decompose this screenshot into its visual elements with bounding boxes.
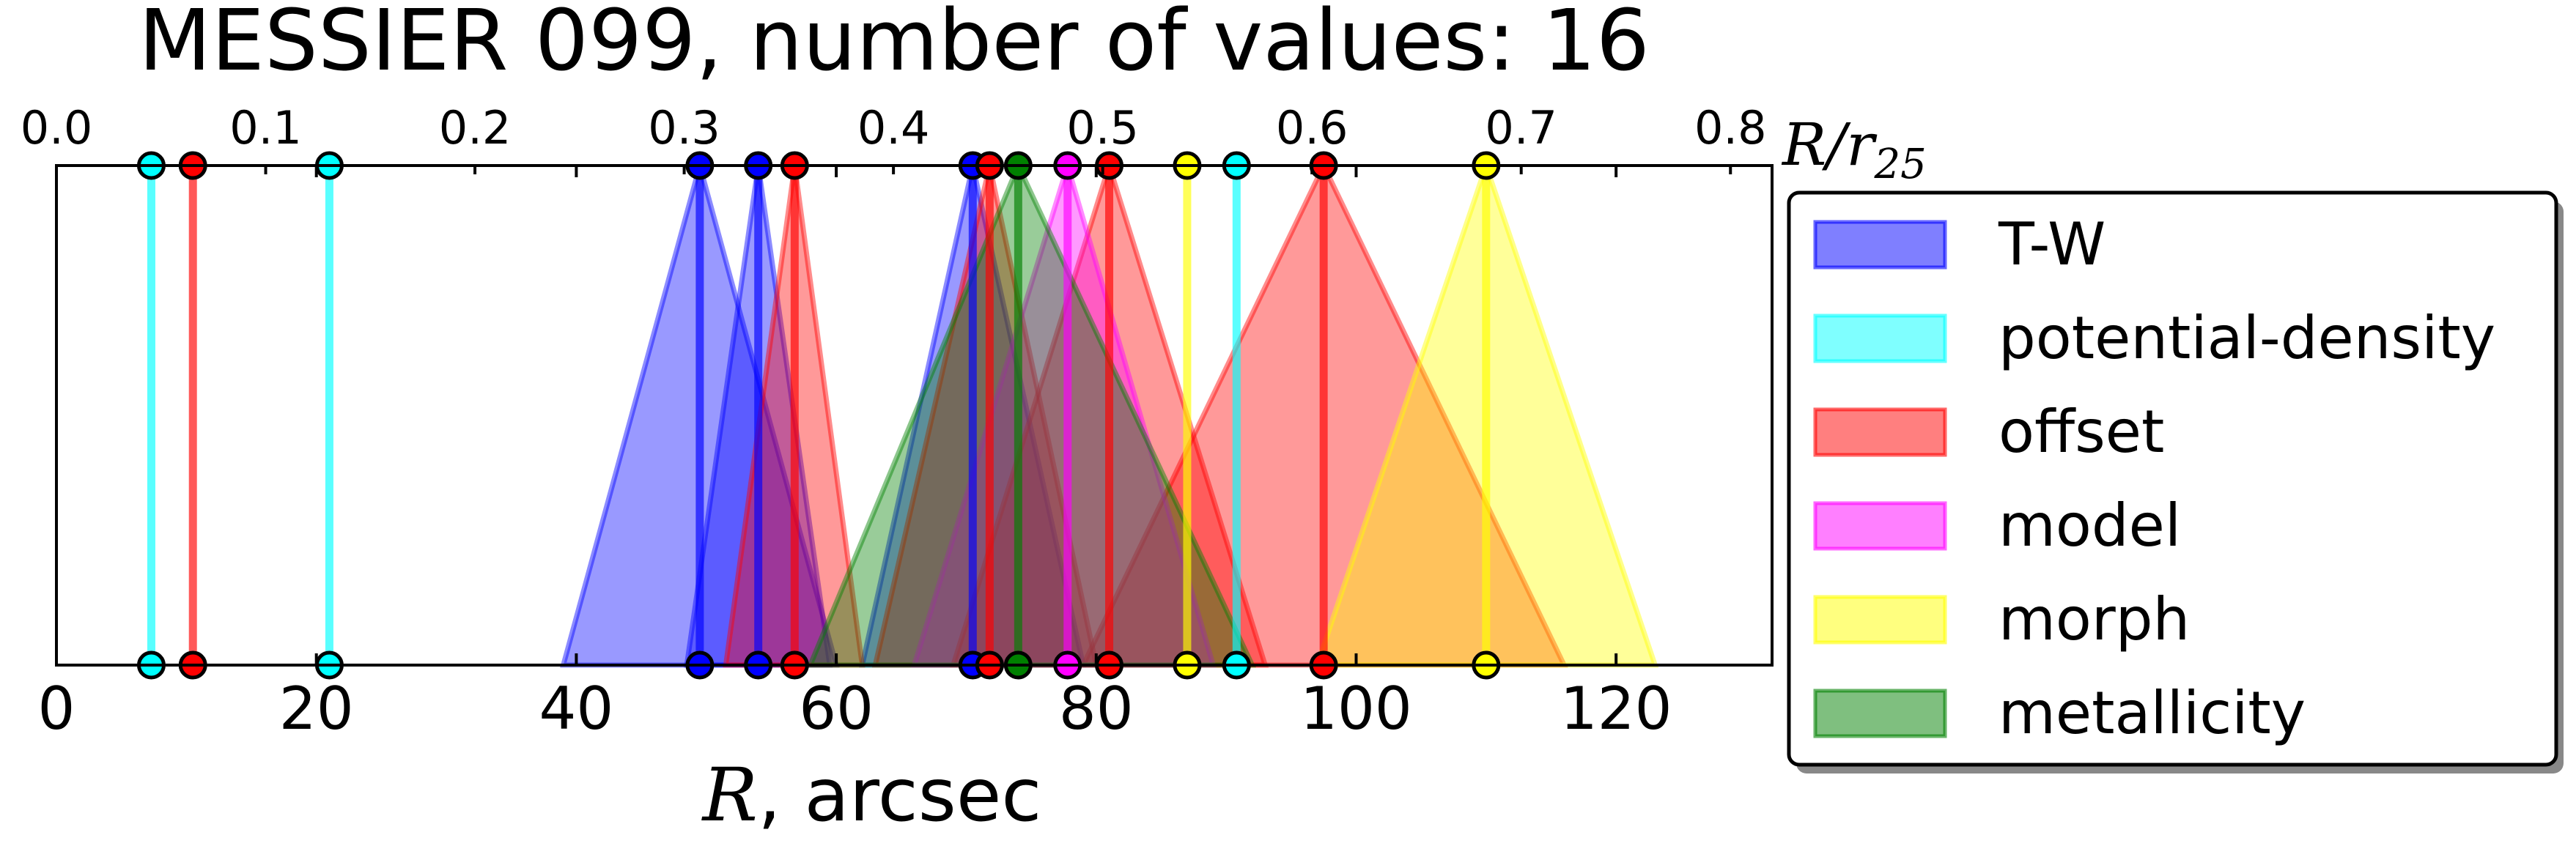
top-tick-label: 0.4 [857,101,930,155]
bottom-tick-label: 80 [1059,675,1134,743]
line-layer [147,166,1491,665]
bottom-tick-label: 20 [279,675,354,743]
legend-label: metallicity [1999,679,2306,747]
top-axis-label-var: R/r [1781,111,1878,179]
legend-swatch [1813,407,1947,457]
legend-label: model [1999,491,2181,560]
legend-label: morph [1999,585,2190,653]
top-axis-label-sub: 25 [1873,141,1926,188]
top-axis-label: R/r25 [1781,111,1927,188]
legend-label: T-W [1998,210,2106,278]
x-axis-label-unit: , arcsec [758,752,1041,838]
legend-swatch [1813,220,1947,270]
legend-swatch [1813,689,1947,738]
legend-box [1787,190,2558,767]
legend-label: offset [1999,398,2164,466]
top-tick-label: 0.3 [648,101,720,155]
legend: T-W potential-density offset model morph meta… [1787,190,2564,773]
legend-items: T-W potential-density offset model morph meta… [1813,210,2495,747]
top-tick-label: 0.7 [1485,101,1557,155]
legend-swatch [1813,501,1947,551]
top-tick-label: 0.5 [1066,101,1139,155]
plot-frame [55,164,1774,667]
chart-title: MESSIER 099, number of values: 16 [139,0,1650,90]
bottom-tick-label: 120 [1560,675,1672,743]
top-tick-label: 0.1 [229,101,302,155]
chart-marks [136,151,1659,680]
bottom-tick-label: 0 [38,675,75,743]
legend-label: potential-density [1999,304,2495,372]
top-tick-label: 0.6 [1276,101,1348,155]
axis-ticks: 0 20 40 60 80 100 120 0.0 0.1 0.2 0.3 0.4 0.5 0.6 0.7 0… [21,101,1767,743]
bottom-tick-label: 40 [539,675,613,743]
top-tick-label: 0.0 [21,101,93,155]
bottom-tick-label: 60 [799,675,874,743]
x-axis-label-var: R [701,752,758,838]
legend-swatch [1813,595,1947,645]
top-tick-label: 0.2 [439,101,512,155]
top-tick-label: 0.8 [1694,101,1767,155]
bottom-tick-label: 100 [1300,675,1412,743]
x-axis-label: R, arcsec [701,752,1042,838]
legend-swatch [1813,314,1947,363]
